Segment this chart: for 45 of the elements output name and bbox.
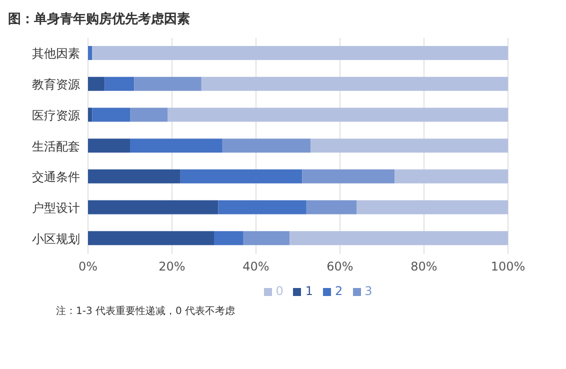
x-tick-label: 40% <box>242 260 270 274</box>
x-tick-label: 80% <box>410 260 438 274</box>
bar <box>218 200 306 214</box>
bar <box>290 231 508 246</box>
bar <box>243 231 290 246</box>
y-tick-label: 小区规划 <box>32 232 80 246</box>
bar <box>201 76 508 91</box>
bar <box>88 46 92 60</box>
legend-label: 0 <box>276 284 284 298</box>
chart-title: 图：单身青年购房优先考虑因素 <box>8 10 191 28</box>
bar <box>88 200 218 214</box>
bar <box>356 200 508 214</box>
bar <box>180 169 302 184</box>
bar <box>92 46 508 60</box>
x-tick-label: 100% <box>490 260 526 274</box>
y-tick-label: 教育资源 <box>32 78 80 92</box>
legend-label: 1 <box>305 284 313 298</box>
bar <box>394 169 508 184</box>
bar <box>222 138 311 153</box>
bar <box>88 169 180 184</box>
legend-label: 2 <box>335 284 343 298</box>
bar <box>168 108 508 122</box>
bar <box>88 231 214 246</box>
y-tick-label: 其他因素 <box>32 46 80 61</box>
y-tick-label: 医疗资源 <box>32 108 80 122</box>
text: 注：1-3 代表重要性递减，0 代表不考虑 <box>56 304 236 318</box>
x-tick-label: 60% <box>326 260 354 274</box>
bar <box>130 108 168 122</box>
x-tick-label: 20% <box>158 260 186 274</box>
bar <box>134 76 202 91</box>
y-tick-label: 生活配套 <box>32 139 80 154</box>
legend-label: 3 <box>364 284 372 298</box>
bar <box>302 169 395 184</box>
bar <box>214 231 244 246</box>
bar <box>130 138 222 153</box>
bar <box>310 138 508 153</box>
x-tick-label: 0% <box>78 260 98 274</box>
bar <box>88 138 130 153</box>
y-tick-label: 户型设计 <box>32 200 80 215</box>
bar <box>92 108 130 122</box>
bar <box>104 76 134 91</box>
bar <box>88 108 92 122</box>
bar <box>88 76 105 91</box>
bar <box>306 200 357 214</box>
y-tick-label: 交通条件 <box>32 170 80 184</box>
